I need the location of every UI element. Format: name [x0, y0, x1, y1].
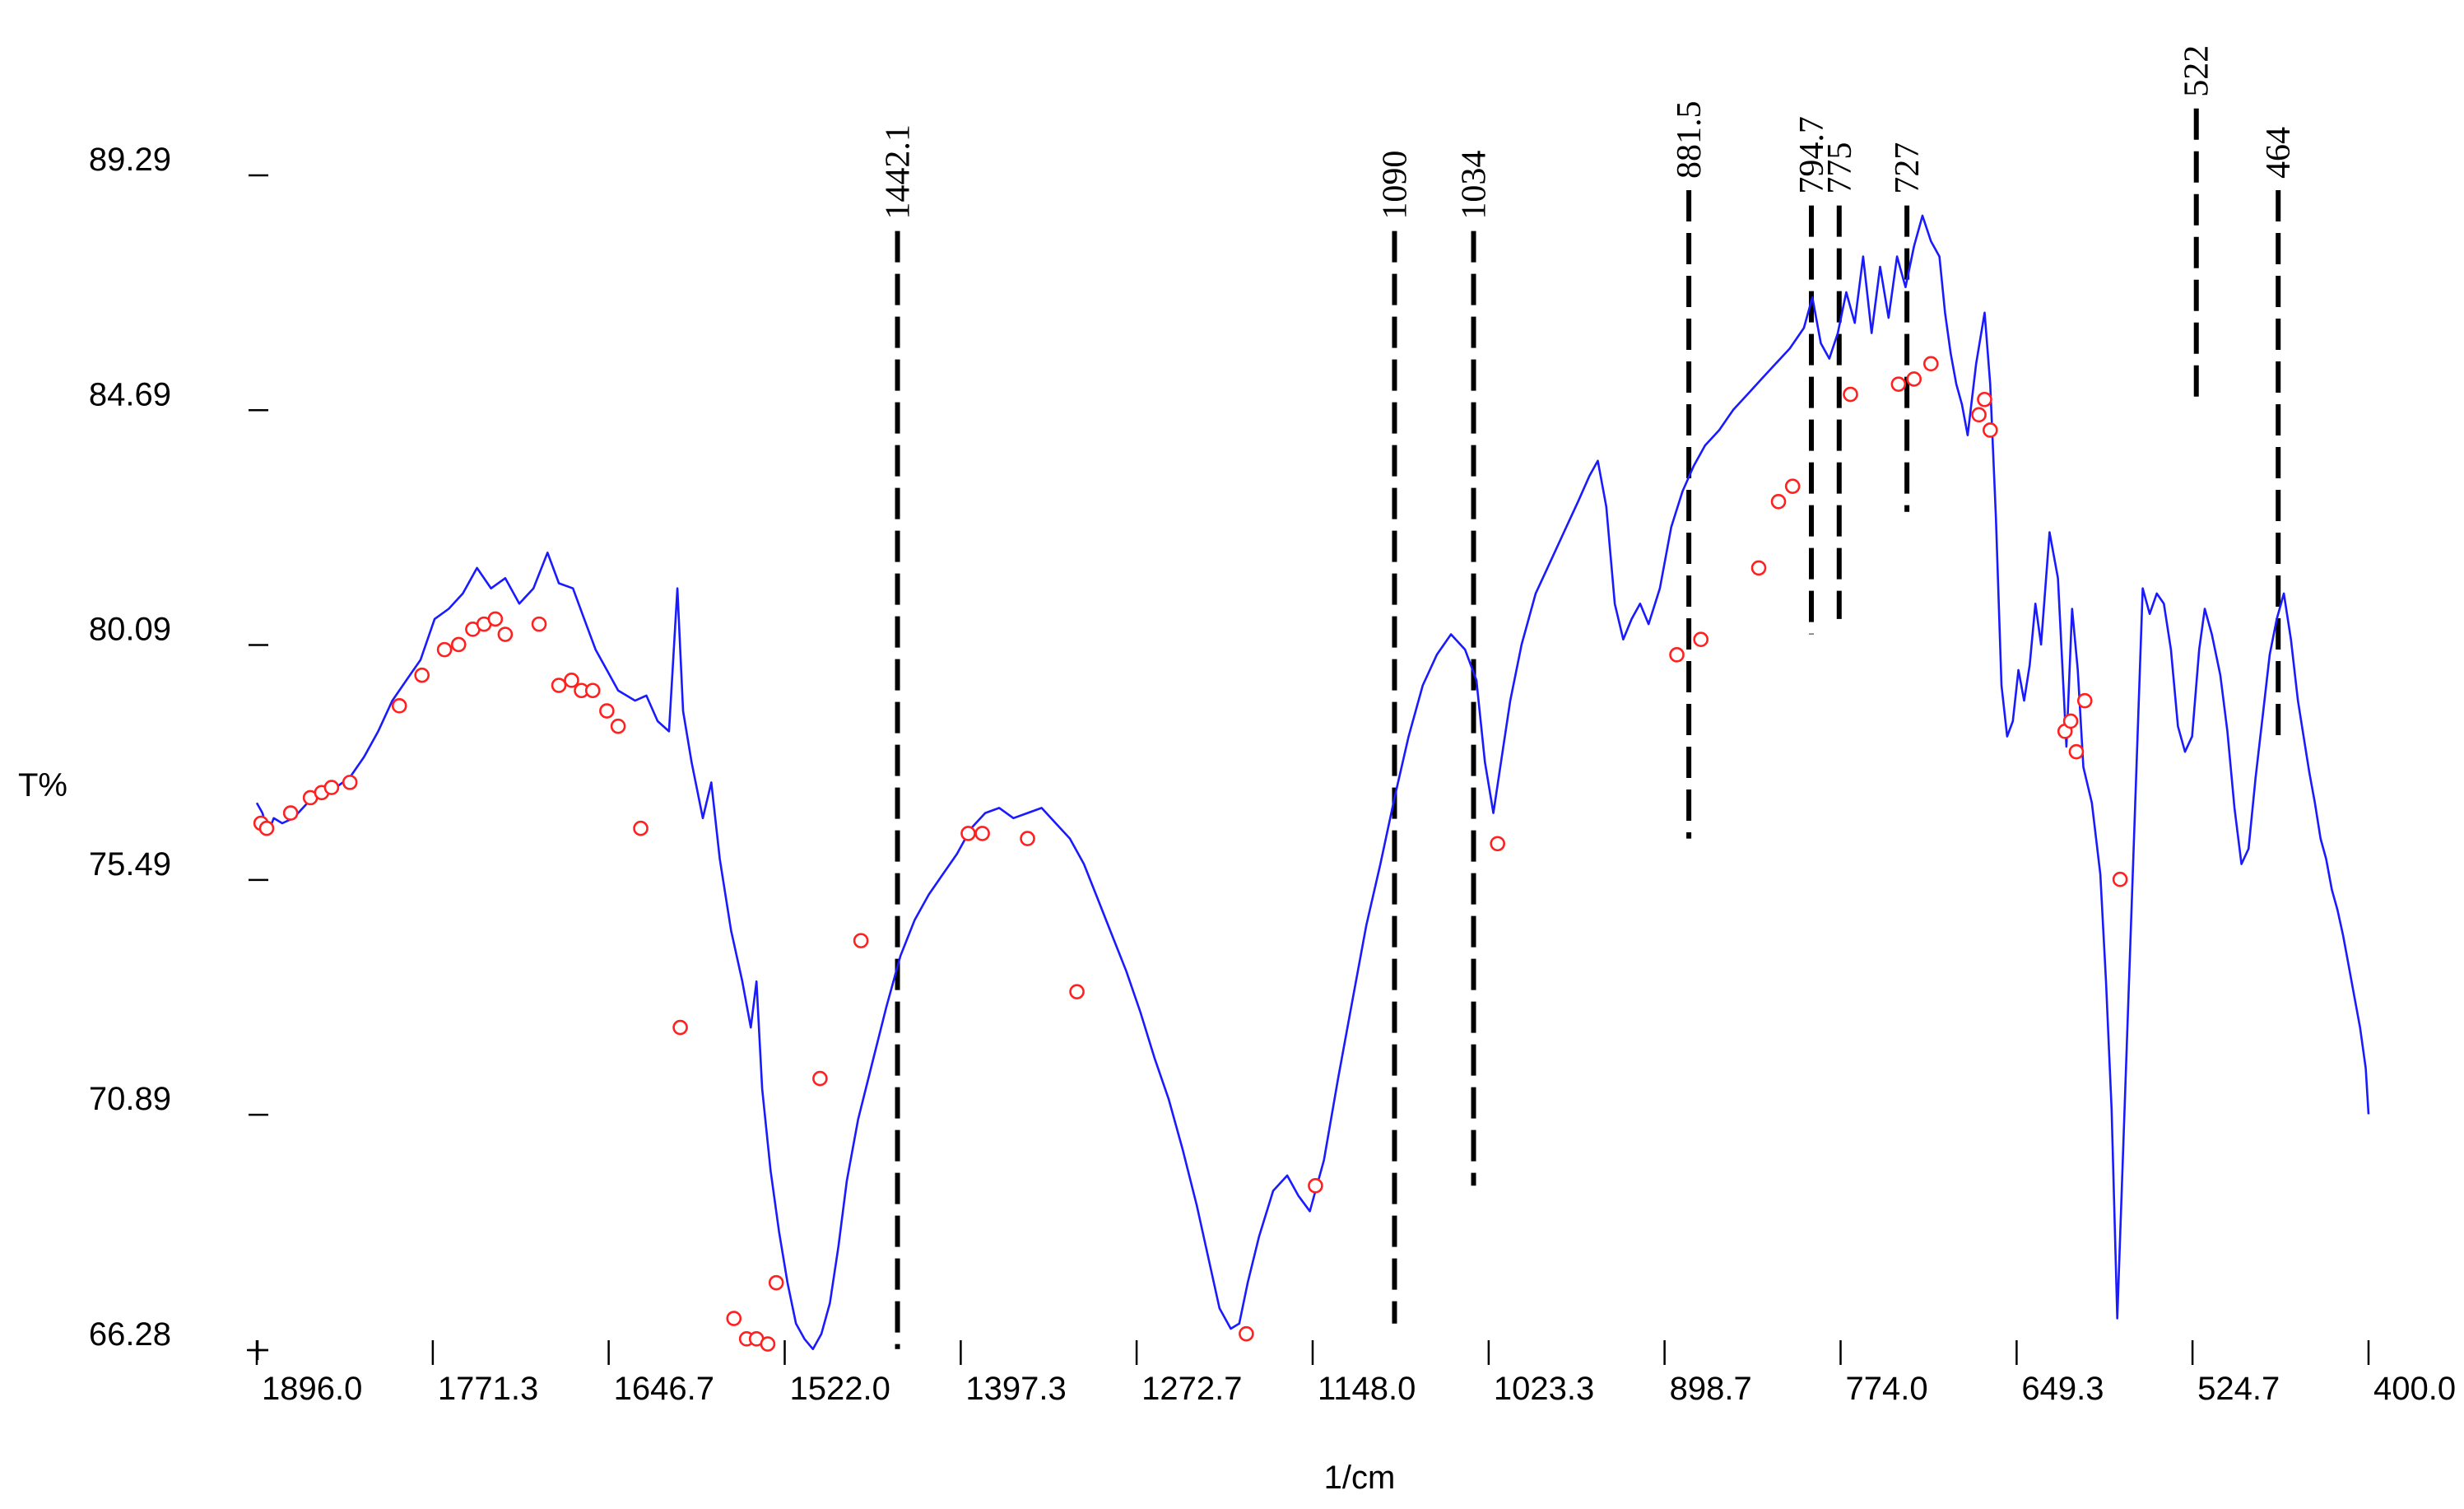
- peak-marker: [599, 703, 615, 719]
- peak-marker: [726, 1311, 742, 1326]
- x-tick-label: 898.7: [1670, 1371, 1752, 1407]
- x-tick-label: 649.3: [2021, 1371, 2104, 1407]
- y-tick-label: 84.69: [89, 376, 171, 412]
- peak-marker: [1669, 647, 1685, 663]
- peak-label: 794.7: [1793, 116, 1831, 194]
- peak-marker: [768, 1274, 784, 1291]
- peak-marker: [960, 826, 976, 841]
- peak-marker: [1750, 560, 1767, 576]
- peak-marker: [853, 933, 869, 948]
- peak-label: 1442.1: [880, 124, 918, 220]
- peak-marker: [551, 678, 567, 693]
- peak-marker: [1971, 407, 1987, 423]
- peak-marker: [1922, 356, 1939, 372]
- x-tick-label: 1522.0: [790, 1371, 890, 1407]
- peak-marker: [584, 682, 601, 699]
- peak-label: 775: [1821, 142, 1859, 194]
- x-tick-label: 524.7: [2197, 1371, 2280, 1407]
- y-tick-label: 80.09: [89, 612, 171, 648]
- x-tick-label: 1646.7: [614, 1371, 714, 1407]
- y-axis: 89.29 84.69 80.09 75.49 70.89 66.28: [89, 142, 268, 1360]
- peak-marker: [2062, 713, 2079, 729]
- peak-label: 522: [2178, 45, 2216, 97]
- x-tick-label: 774.0: [1846, 1371, 1928, 1407]
- peak-marker: [2068, 743, 2085, 760]
- peak-marker: [1770, 493, 1787, 510]
- peak-marker: [672, 1019, 688, 1036]
- peak-marker: [391, 698, 407, 714]
- y-axis-title: T%: [18, 767, 67, 803]
- peak-marker: [1784, 478, 1801, 494]
- y-tick-label: 89.29: [89, 142, 171, 178]
- peak-marker: [1890, 376, 1907, 392]
- peak-marker: [1843, 386, 1858, 403]
- x-tick-label: 1397.3: [965, 1371, 1066, 1407]
- peak-marker: [414, 667, 430, 683]
- peak-label: 727: [1889, 142, 1927, 194]
- peak-marker: [1906, 371, 1922, 387]
- peak-marker: [2112, 871, 2128, 887]
- peak-marker: [1977, 391, 1992, 408]
- peak-marker: [974, 826, 990, 841]
- x-tick-label: 400.0: [2373, 1371, 2456, 1407]
- peak-marker: [1069, 984, 1085, 999]
- y-tick-label: 75.49: [89, 846, 171, 883]
- peak-marker: [497, 626, 514, 642]
- peak-marker: [450, 636, 467, 653]
- y-tick-label: 66.28: [89, 1316, 171, 1353]
- peak-label: 1034: [1456, 151, 1494, 220]
- peak-marker: [760, 1336, 776, 1352]
- peak-marker: [342, 775, 358, 790]
- peak-label: 1090: [1376, 151, 1414, 220]
- peak-marker: [633, 820, 649, 836]
- y-tick-label: 70.89: [89, 1081, 171, 1117]
- x-tick-label: 1272.7: [1141, 1371, 1242, 1407]
- peak-marker: [258, 820, 275, 836]
- peak-marker: [1308, 1178, 1323, 1194]
- x-tick-label: 1771.3: [438, 1371, 538, 1407]
- peak-marker: [487, 611, 504, 627]
- peak-label: 881.5: [1671, 100, 1709, 179]
- peak-marker: [531, 616, 547, 632]
- peak-marker: [436, 641, 453, 658]
- peak-label: 464: [2260, 127, 2298, 179]
- peak-marker: [2076, 692, 2093, 709]
- x-axis-title: 1/cm: [1324, 1460, 1396, 1496]
- x-axis: 1896.0 1771.3 1646.7 1522.0 1397.3 1272.7 1148…: [255, 1340, 2456, 1407]
- x-tick-label: 1896.0: [262, 1371, 362, 1407]
- peak-marker: [610, 718, 626, 734]
- spectrum-line: [255, 214, 2370, 1351]
- peak-marker: [323, 780, 340, 795]
- peak-marker: [1983, 422, 1998, 438]
- peak-marker: [1239, 1325, 1254, 1342]
- peak-markers: [253, 356, 2128, 1352]
- x-tick-label: 1023.3: [1494, 1371, 1594, 1407]
- peak-marker: [564, 673, 579, 688]
- peak-marker: [1020, 831, 1035, 846]
- x-tick-label: 1148.0: [1318, 1371, 1416, 1407]
- peak-marker: [1490, 836, 1505, 852]
- peak-marker: [282, 805, 299, 821]
- peak-marker: [1693, 631, 1709, 648]
- peak-marker: [812, 1070, 828, 1087]
